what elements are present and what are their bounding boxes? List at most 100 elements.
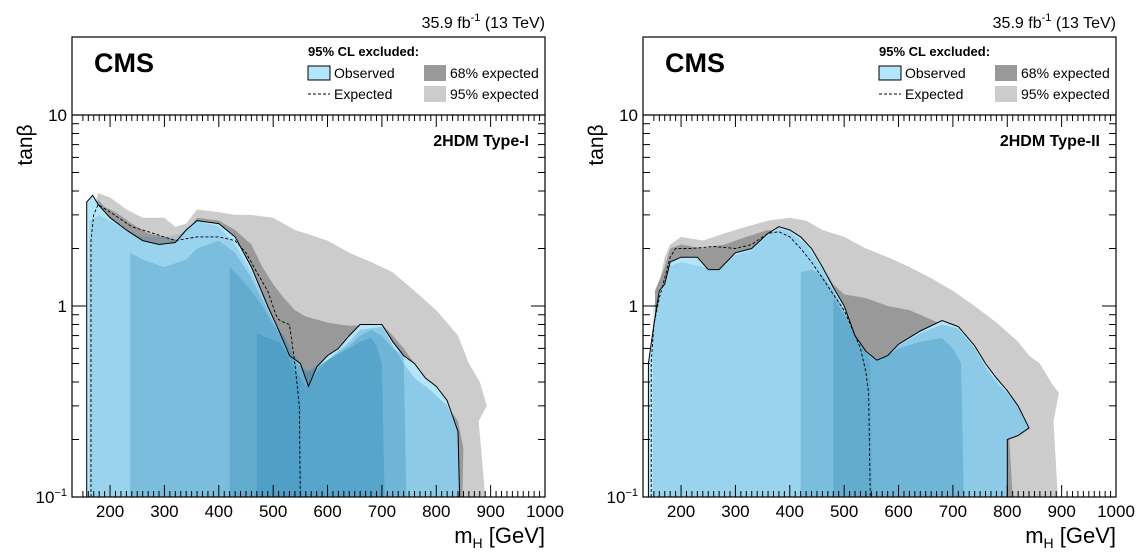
lumi-energy: (13 TeV) [1051,15,1116,32]
y-tick-base: 10 [36,488,55,507]
x-label-unit: [GeV] [483,523,545,548]
lumi-label: 35.9 fb-1 (13 TeV) [993,12,1116,32]
plot-area [86,193,487,497]
x-tick-label: 500 [259,502,287,521]
observed-shading-layer-1 [130,240,460,497]
x-tick-label: 200 [96,502,124,521]
cms-logo-text: CMS [94,48,154,78]
x-tick-label: 600 [313,502,341,521]
y-tick-exponent: −1 [625,487,638,499]
panel-type-ii: 200 300 400 500 600 700 800 900 100010−1110tanβm… [585,12,1135,551]
y-tick-label: 10−1 [36,487,67,507]
y-tick-base: 1 [629,297,638,316]
x-tick-label: 1000 [526,502,564,521]
y-tick-base: 10 [48,106,67,125]
legend: 95% CL excluded: Observed 68% expected Expe… [878,44,1110,102]
legend-item-exp95: 95% expected [424,86,539,102]
model-label: 2HDM Type-I [433,133,529,150]
expected-contour-line [90,203,301,497]
legend-label: Observed [905,65,966,81]
x-label-unit: [GeV] [1054,523,1116,548]
legend-swatch-observed [307,65,331,81]
x-tick-label: 1000 [1097,502,1135,521]
x-tick-label: 700 [939,502,967,521]
x-tick-label: 400 [776,502,804,521]
observed-shading-layer-2 [229,267,407,497]
plot-frame [642,36,1117,498]
y-axis-label: tanβ [14,124,37,165]
x-tick-label: 900 [476,502,504,521]
x-tick-label: 700 [368,502,396,521]
x-tick-label: 300 [721,502,749,521]
x-tick-label: 900 [1047,502,1075,521]
legend-item-exp68: 68% expected [424,65,539,81]
y-tick-base: 1 [58,297,67,316]
legend-label: 95% expected [450,86,539,102]
y-tick-label: 1 [58,297,67,316]
observed-shading-layer-1 [800,269,1029,497]
legend-label: 95% expected [1021,86,1110,102]
plot-frame [71,36,546,498]
x-tick-label: 400 [205,502,233,521]
x-tick-label: 800 [993,502,1021,521]
x-tick-label: 500 [830,502,858,521]
legend: 95% CL excluded: Observed 68% expected Expe… [307,44,539,102]
legend-label: 68% expected [450,65,539,81]
observed-shading-layer-0 [652,228,873,497]
y-tick-label: 10 [619,106,638,125]
legend-swatch-68 [995,65,1017,81]
x-label-sub: H [1044,535,1054,551]
lumi-value: 35.9 fb [993,15,1042,32]
x-axis-label: mH [GeV] [1025,523,1116,551]
x-tick-label: 200 [667,502,695,521]
model-label: 2HDM Type-II [1000,133,1100,150]
y-tick-label: 10 [48,106,67,125]
legend-label: Expected [334,86,392,102]
panel-type-i: 200 300 400 500 600 700 800 900 100010−1110tanβm… [14,12,564,551]
legend-swatch-observed [878,65,902,81]
x-axis: 200 300 400 500 600 700 800 900 1000 [82,115,564,521]
y-tick-exponent: −1 [54,487,67,499]
x-label-sub: H [473,535,483,551]
cms-logo-text: CMS [665,48,725,78]
x-tick-label: 300 [150,502,178,521]
x-axis-label: mH [GeV] [454,523,545,551]
lumi-energy: (13 TeV) [480,15,545,32]
y-tick-base: 10 [619,106,638,125]
x-tick-label: 600 [884,502,912,521]
observed-exclusion-region [648,226,1029,497]
observed-shading-layer-0 [89,214,303,497]
legend-swatch-68 [424,65,446,81]
x-label-main: m [1025,523,1043,548]
legend-header: 95% CL excluded: [308,44,419,59]
legend-label: Observed [334,65,395,81]
y-tick-label: 1 [629,297,638,316]
legend-item-observed: Observed [307,65,395,81]
legend-item-expected: Expected [308,86,392,102]
lumi-exponent: -1 [471,12,481,24]
observed-shading-layer-2 [833,298,964,497]
legend-item-observed: Observed [878,65,966,81]
legend-swatch-95 [424,86,446,102]
x-axis: 200 300 400 500 600 700 800 900 1000 [653,115,1135,521]
plot-area [647,217,1059,497]
observed-shading-layer-3 [256,333,385,497]
legend-item-exp95: 95% expected [995,86,1110,102]
lumi-exponent: -1 [1042,12,1052,24]
lumi-label: 35.9 fb-1 (13 TeV) [422,12,545,32]
legend-header: 95% CL excluded: [879,44,990,59]
observed-contour-line [647,226,1030,497]
observed-contour-line [86,194,461,497]
legend-label: Expected [905,86,963,102]
legend-item-expected: Expected [879,86,963,102]
legend-swatch-95 [995,86,1017,102]
expected-contour-line [650,231,871,497]
y-tick-base: 10 [607,488,626,507]
x-label-main: m [454,523,472,548]
y-tick-label: 10−1 [607,487,638,507]
y-axis-label: tanβ [585,124,608,165]
x-tick-label: 800 [422,502,450,521]
